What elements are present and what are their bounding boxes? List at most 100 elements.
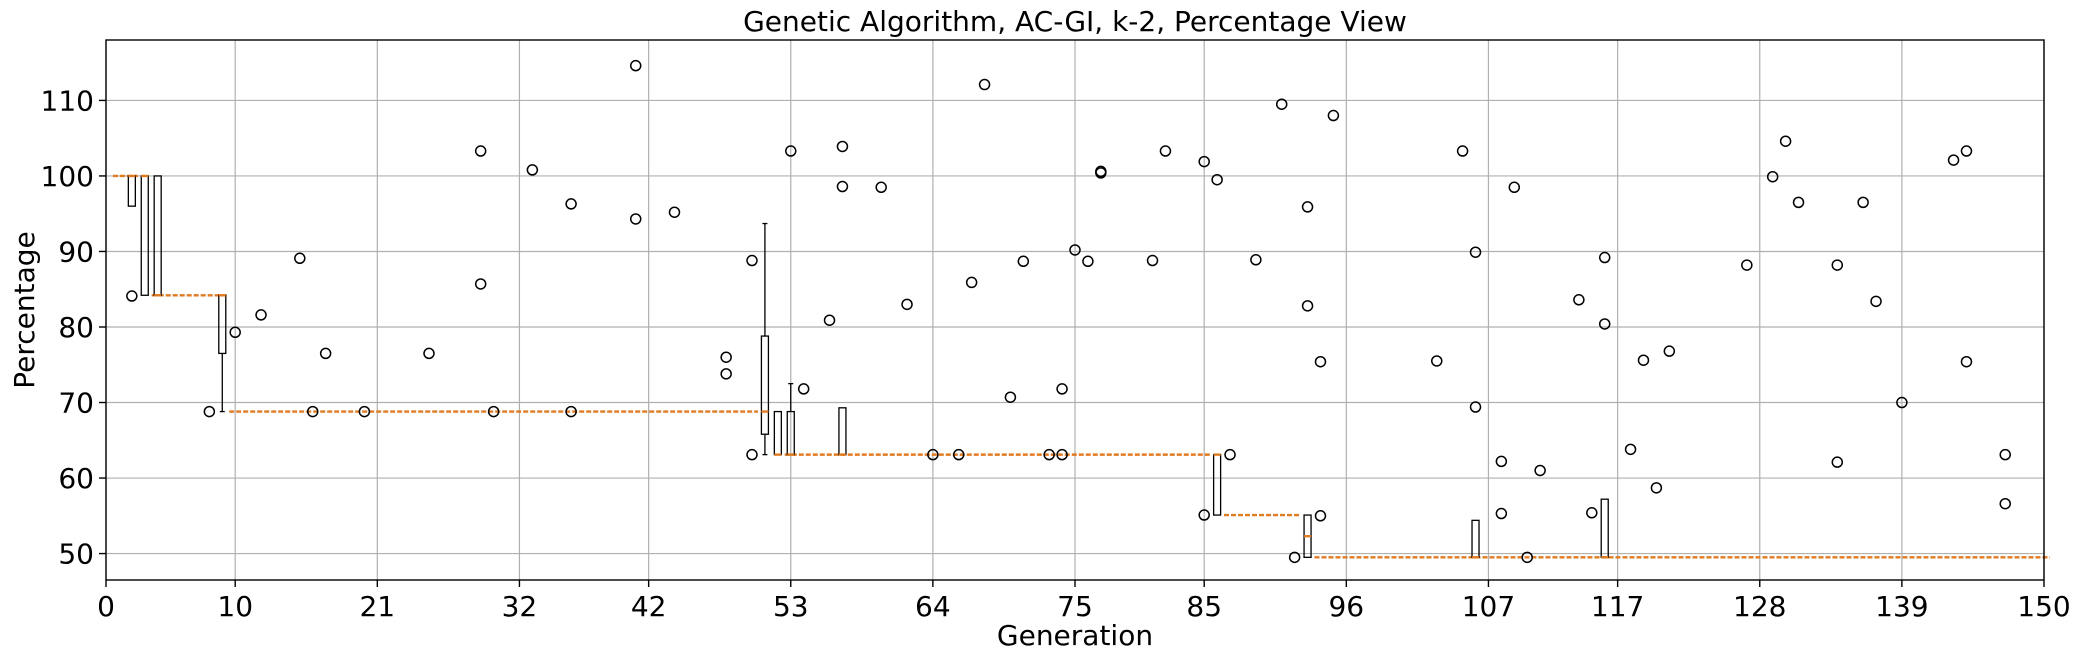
x-tick-label: 150 [2017,590,2070,623]
flier-point [1534,464,1546,477]
flier-point [1857,196,1869,209]
flier-point [1573,294,1585,306]
x-tick-label: 10 [217,590,253,623]
flier-point [785,145,797,157]
flier-point [229,326,241,339]
flier-point [720,351,732,363]
box-body [773,410,782,456]
flier-point [358,405,371,418]
box-gen-3 [140,174,149,296]
box-body [838,407,847,456]
flier-point [1637,354,1650,366]
flier-point [1495,455,1508,468]
x-tick-label: 117 [1591,590,1644,623]
flier-point [1495,507,1508,520]
y-tick-label: 80 [58,311,94,344]
flier-point [1224,448,1236,461]
flier-point [746,254,758,267]
x-tick-label: 75 [1057,590,1093,623]
flier-point [720,368,732,380]
flier-point [1960,145,1973,157]
x-tick-label: 128 [1733,590,1786,623]
flier-point [823,314,836,326]
box-gen-2 [127,174,136,207]
flier-point [629,213,642,225]
box-gen-4 [153,175,162,297]
flier-point [668,206,681,218]
flier-point [474,145,487,157]
x-tick-label: 64 [915,590,951,623]
flier-point [836,140,849,153]
box-gen-106 [1471,519,1480,559]
flier-point [1017,255,1030,268]
flier-point [629,59,642,72]
box-body [218,294,227,355]
flier-point [1314,510,1327,522]
y-tick-label: 60 [58,462,94,495]
flier-point [565,198,577,210]
box-plots [127,174,1609,559]
flier-point [1327,109,1340,122]
flier-point [1624,443,1637,456]
flier-point [1004,391,1017,403]
flier-point [927,448,939,461]
flier-point [1831,259,1844,271]
flier-point [1275,98,1288,110]
flier-point [255,309,267,321]
flier-point [875,181,887,194]
flier-point [1650,482,1663,494]
y-tick-label: 110 [41,84,94,117]
flier-point [319,347,332,360]
flier-point [836,180,849,193]
flier-point [126,290,138,302]
chart-title: Genetic Algorithm, AC-GI, k-2, Percentag… [743,5,1407,38]
flier-point [1314,355,1327,368]
flier-point [1288,551,1301,564]
y-axis-label: Percentage [8,231,41,389]
x-tick-label: 42 [631,590,667,623]
flier-point [1043,448,1055,461]
flier-point [1056,383,1068,395]
flier-point [1469,401,1482,413]
box-body [153,175,162,296]
flier-point [1521,551,1533,564]
box-gen-93 [1303,514,1312,558]
flier-point [203,405,216,418]
box-gen-57 [838,407,847,456]
flier-point [952,448,965,461]
flier-point [1598,251,1611,264]
x-tick-label: 32 [502,590,538,623]
flier-point [1831,456,1844,468]
flier-point [526,164,539,176]
flier-point [1999,448,2011,461]
box-gen-9 [218,294,227,413]
flier-point [1870,295,1882,308]
flier-point [487,405,500,418]
flier-point [1082,255,1094,268]
flier-point [1598,318,1611,330]
flier-point [1056,448,1068,461]
x-tick-label: 107 [1462,590,1515,623]
flier-point [1095,167,1107,179]
flier-point [474,278,487,290]
flier-point [1947,154,1960,166]
flier-point [797,383,810,395]
y-tick-label: 90 [58,235,94,268]
flier-point [901,298,913,311]
box-body [140,175,149,296]
flier-point [746,448,758,461]
y-tick-label: 70 [58,387,94,420]
flier-point [1159,145,1172,157]
box-gen-86 [1212,453,1222,516]
flier-point [1469,246,1482,258]
flier-point [965,276,978,289]
box-gen-52 [773,410,782,456]
flier-point [1301,300,1314,312]
box-gen-51 [760,222,770,456]
flier-point [1508,181,1521,194]
flier-point [1779,135,1792,147]
box-gen-53 [786,382,795,456]
flier-point [1741,259,1753,271]
